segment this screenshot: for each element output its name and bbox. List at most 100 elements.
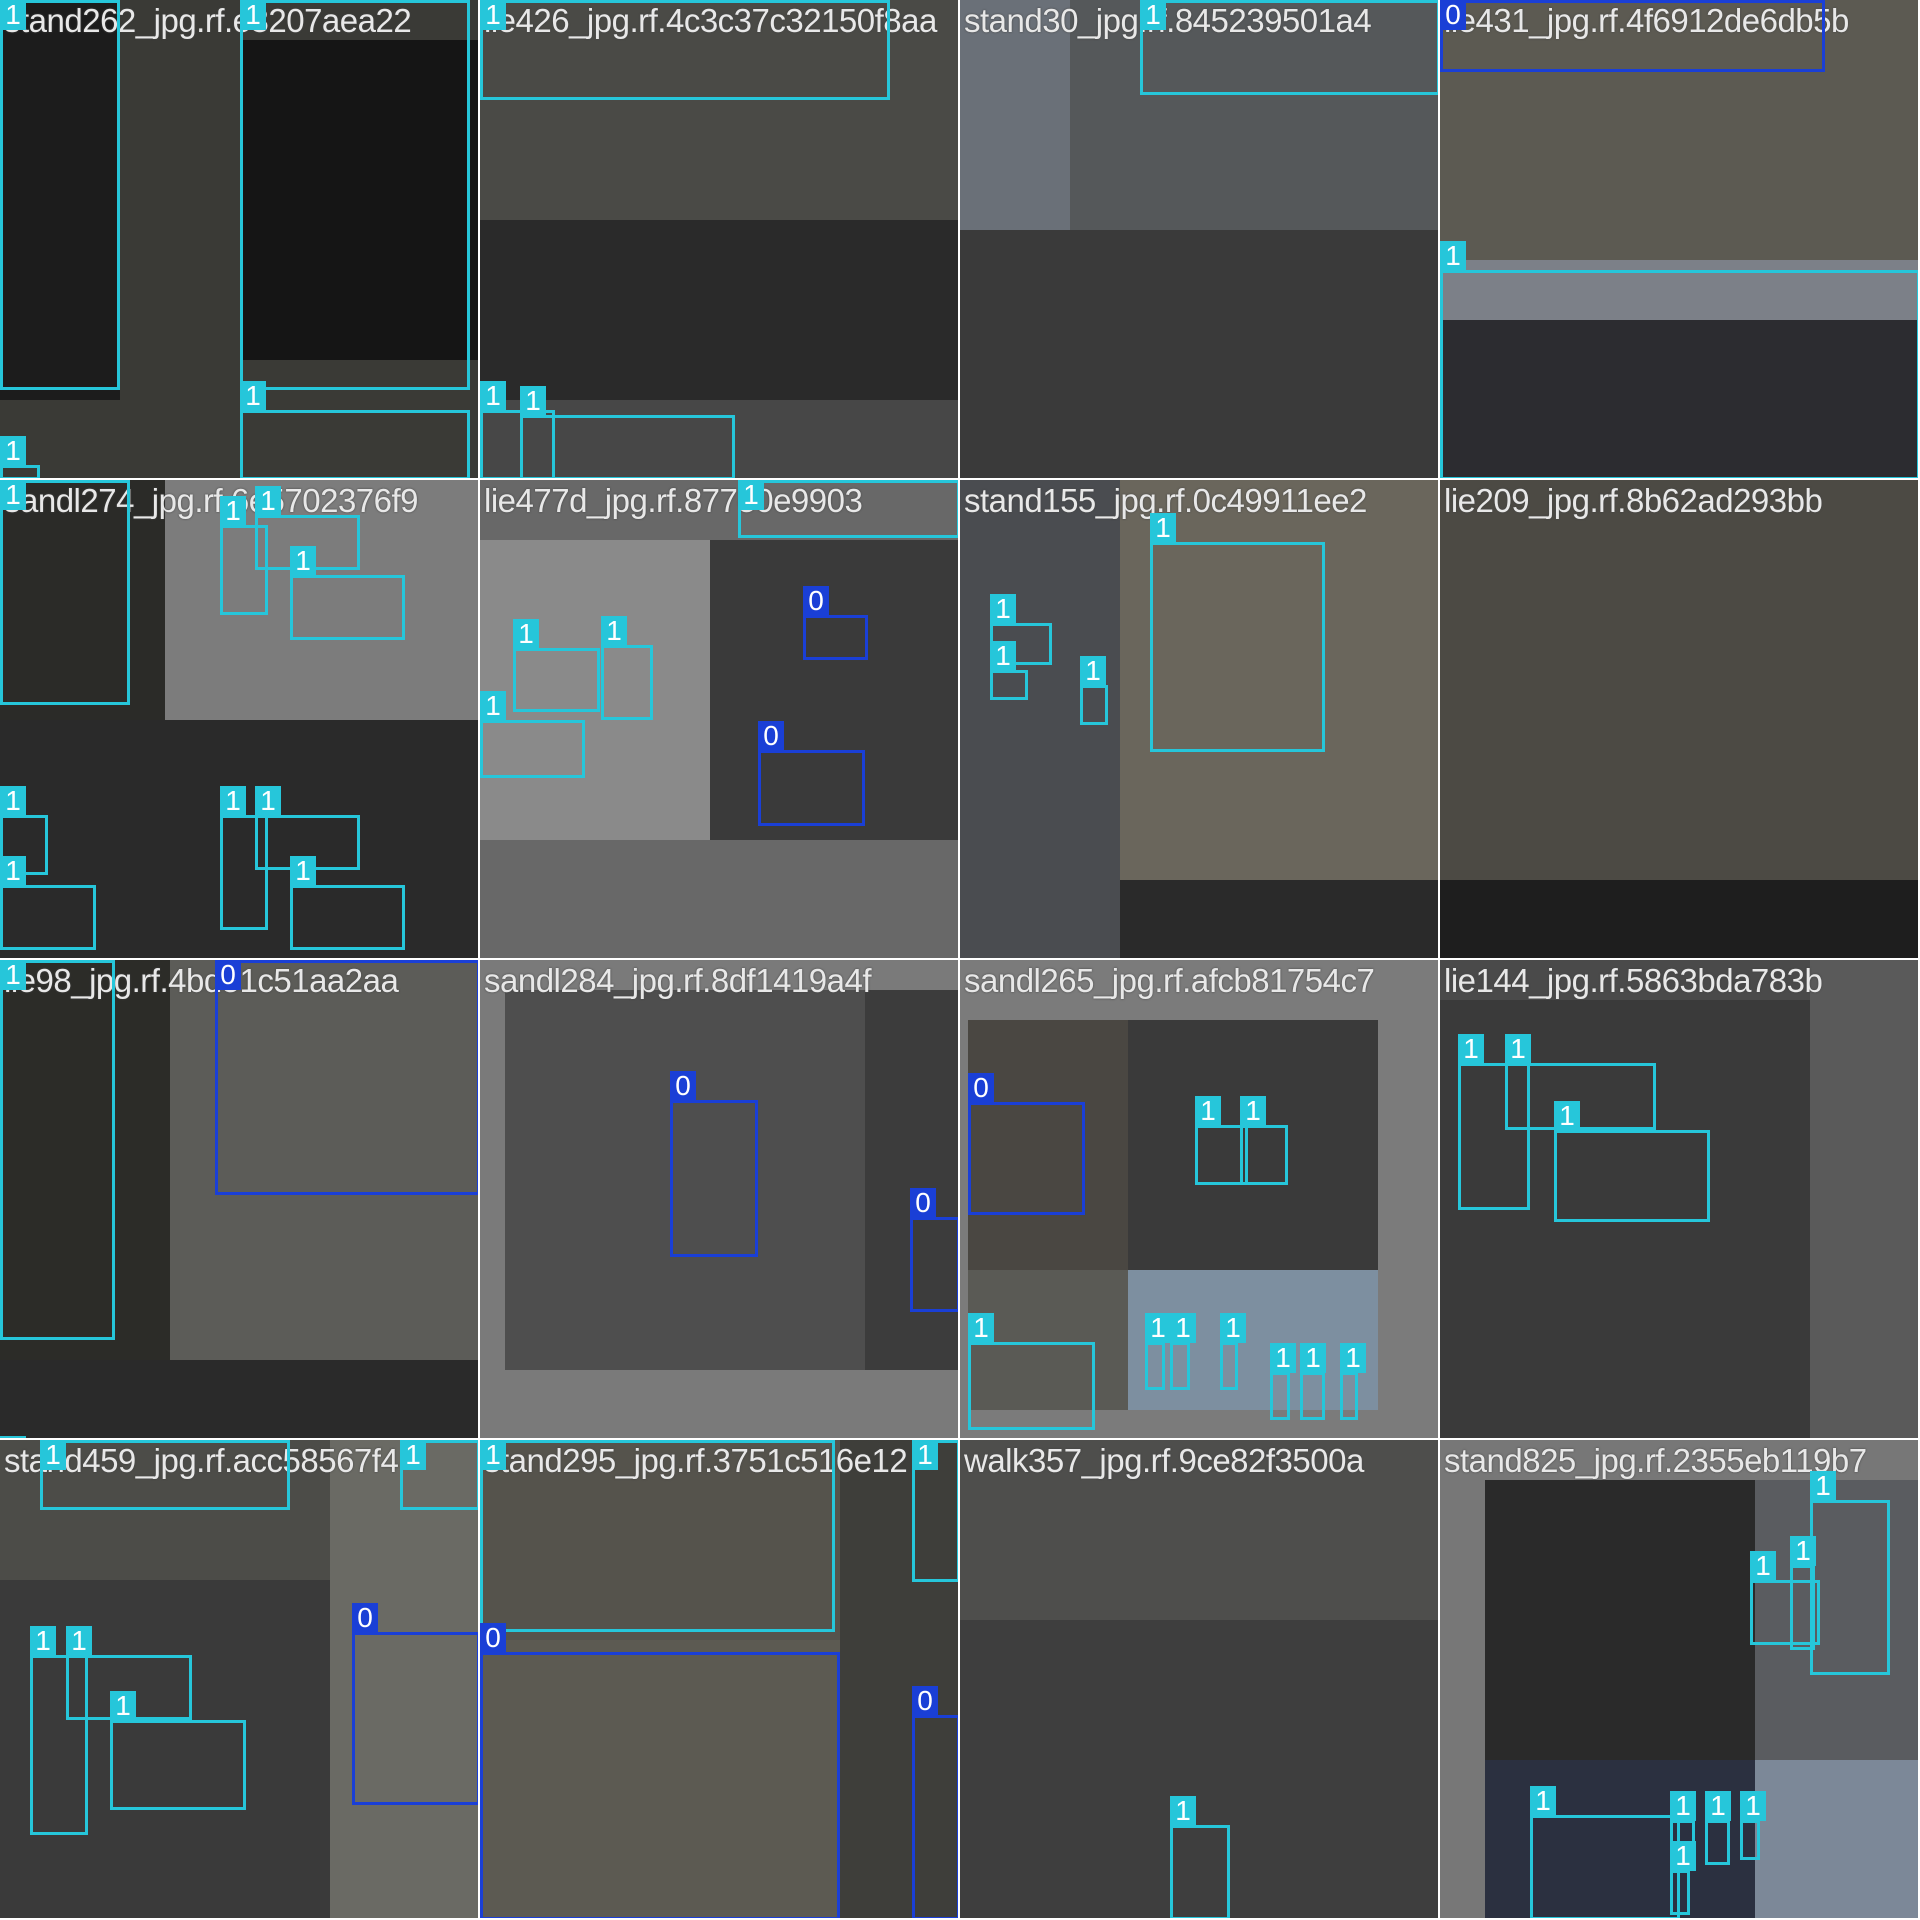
tile-filename: lie98_jpg.rf.4bd51c51aa2aa <box>4 962 399 999</box>
tile-filename: sandl274_jpg.rf.6e5702376f9 <box>4 482 419 519</box>
tile-filename: stand155_jpg.rf.0c49911ee2 <box>964 482 1367 519</box>
photo-region <box>960 230 1438 478</box>
photo-region <box>1440 480 1918 880</box>
detection-box: 1 <box>290 546 405 640</box>
class-label: 1 <box>1170 1313 1196 1343</box>
detection-box: 1 <box>1145 1313 1171 1390</box>
detection-box: 1 <box>240 0 470 390</box>
detection-box: 1 <box>0 436 40 478</box>
detection-box: 1 <box>1170 1313 1196 1390</box>
detection-box: 1 <box>220 496 268 615</box>
class-label: 1 <box>1140 0 1166 30</box>
class-label: 1 <box>520 386 546 416</box>
photo-region <box>1440 0 1918 260</box>
tile-filename: lie209_jpg.rf.8b62ad293bb <box>1444 482 1823 519</box>
class-label: 1 <box>1080 656 1106 686</box>
class-label: 1 <box>738 480 764 510</box>
class-label: 0 <box>1440 0 1466 30</box>
tile-filename: stand295_jpg.rf.3751c516e12 <box>484 1442 908 1479</box>
photo-region <box>0 1360 478 1438</box>
class-label: 1 <box>1750 1551 1776 1581</box>
class-label: 1 <box>1340 1343 1366 1373</box>
class-label: 1 <box>0 0 26 30</box>
tile-filename: sandl265_jpg.rf.afcb81754c7 <box>964 962 1375 999</box>
photo-region <box>960 480 1120 958</box>
detection-box: 1 <box>1458 1034 1530 1210</box>
tile-filename: stand825_jpg.rf.2355eb119b7 <box>1444 1442 1867 1479</box>
mosaic-tile: stand295_jpg.rf.3751c516e12 1 1 0 0 <box>480 1440 960 1920</box>
tile-filename: walk357_jpg.rf.9ce82f3500a <box>964 1442 1364 1479</box>
photo-region <box>1128 1020 1378 1270</box>
photo-region <box>0 0 120 400</box>
class-label: 1 <box>0 480 26 510</box>
class-label: 1 <box>990 594 1016 624</box>
class-label: 1 <box>0 856 26 886</box>
detection-box: 1 <box>912 1440 958 1582</box>
detection-box: 1 <box>1670 1841 1696 1915</box>
mosaic-tile: lie426_jpg.rf.4c3c37c32150f8aa1111 <box>480 0 960 480</box>
photo-region <box>710 540 958 840</box>
photo-region <box>968 1270 1128 1410</box>
detection-box: 1 <box>1810 1471 1890 1675</box>
photo-region <box>0 960 170 1360</box>
photo-region <box>165 480 478 720</box>
detection-box: 1 <box>480 0 890 100</box>
detection-box: 1 <box>0 0 120 390</box>
tile-filename: lie144_jpg.rf.5863bda783b <box>1444 962 1823 999</box>
class-label: 0 <box>215 960 241 990</box>
class-label: 0 <box>480 1623 506 1653</box>
tile-filename: lie431_jpg.rf.4f6912de6db5b <box>1444 2 1849 39</box>
mosaic-tile: stand30_jpg.rf.845239501a4 1 <box>960 0 1440 480</box>
detection-box: 1 <box>601 616 653 720</box>
class-label: 1 <box>1240 1096 1266 1126</box>
class-label: 1 <box>990 641 1016 671</box>
detection-box: 1 <box>1505 1034 1656 1130</box>
detection-box: 0 <box>1440 0 1825 72</box>
detection-box: 1 <box>990 641 1028 700</box>
detection-box: 0 <box>480 1623 840 1918</box>
detection-box: 1 <box>1790 1536 1816 1650</box>
class-label: 1 <box>110 1691 136 1721</box>
class-label: 1 <box>400 1440 426 1470</box>
class-label: 1 <box>1150 513 1176 543</box>
detection-box: 1 <box>220 786 268 930</box>
detection-box: 1 <box>1270 1343 1296 1420</box>
mosaic-tile: stand155_jpg.rf.0c49911ee2 1 1 1 1 <box>960 480 1440 960</box>
mosaic-tile: lie98_jpg.rf.4bd51c51aa2aa101 <box>0 960 480 1440</box>
class-label: 1 <box>0 436 26 466</box>
photo-region <box>840 1440 958 1918</box>
photo-region <box>170 960 478 1360</box>
detection-box: 1 <box>1554 1101 1710 1222</box>
class-label: 1 <box>290 546 316 576</box>
photo-region <box>0 720 478 958</box>
mosaic-tile: lie144_jpg.rf.5863bda783b 1 1 1 <box>1440 960 1920 1440</box>
class-label: 1 <box>480 691 506 721</box>
class-label: 1 <box>0 960 26 990</box>
class-label: 1 <box>513 619 539 649</box>
class-label: 1 <box>220 496 246 526</box>
class-label: 0 <box>352 1603 378 1633</box>
detection-box: 0 <box>670 1071 758 1257</box>
mosaic-tile: lie431_jpg.rf.4f6912de6db5b 0 1 <box>1440 0 1920 480</box>
class-label: 1 <box>1145 1313 1171 1343</box>
photo-region <box>480 1440 840 1640</box>
detection-box: 1 <box>1220 1313 1246 1390</box>
mosaic-tile: sandl284_jpg.rf.8df1419a4f 0 0 <box>480 960 960 1440</box>
photo-region <box>1120 880 1438 958</box>
photo-region <box>480 400 958 478</box>
tile-filename: stand262_jpg.rf.e3207aea22 <box>4 2 412 39</box>
class-label: 1 <box>1530 1786 1556 1816</box>
mosaic-tile: lie209_jpg.rf.8b62ad293bb <box>1440 480 1920 960</box>
class-label: 0 <box>670 1071 696 1101</box>
class-label: 1 <box>1440 241 1466 271</box>
photo-region <box>960 1620 1438 1918</box>
detection-box: 1 <box>1240 1096 1288 1185</box>
class-label: 1 <box>1790 1536 1816 1566</box>
detection-box: 1 <box>480 691 585 778</box>
photo-region <box>1485 1480 1755 1760</box>
class-label: 0 <box>758 721 784 751</box>
class-label: 0 <box>912 1686 938 1716</box>
class-label: 1 <box>30 1626 56 1656</box>
detection-box: 0 <box>215 960 478 1195</box>
